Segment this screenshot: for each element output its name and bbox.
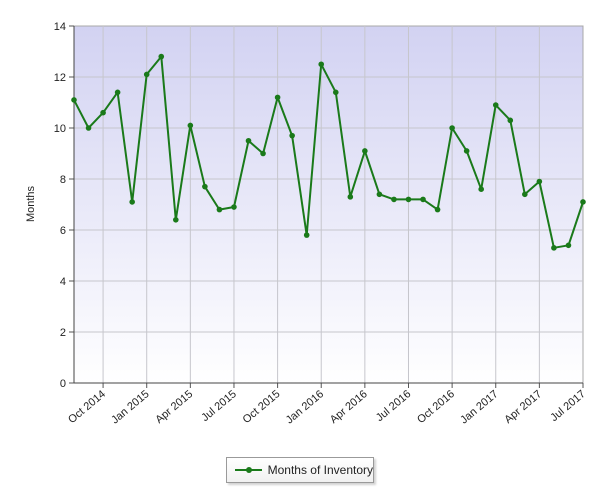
data-point [143, 71, 150, 78]
data-point [434, 206, 441, 213]
legend-label: Months of Inventory [267, 463, 373, 477]
data-point [260, 150, 266, 157]
data-point [289, 132, 295, 139]
data-point [391, 196, 397, 203]
data-point [492, 102, 499, 108]
data-point [507, 117, 514, 124]
data-point [522, 191, 528, 198]
data-point [245, 137, 252, 144]
data-point [347, 194, 354, 200]
data-point [158, 53, 165, 60]
y-tick-label: 14 [54, 21, 66, 33]
y-axis-label: Months [25, 185, 37, 222]
x-tick-label: Apr 2016 [328, 388, 370, 426]
x-tick-label: Jan 2016 [284, 388, 326, 426]
y-tick-label: 2 [60, 327, 66, 339]
data-point [478, 186, 485, 192]
data-point [449, 125, 455, 131]
x-tick-label: Apr 2017 [502, 388, 544, 426]
data-point [202, 183, 208, 190]
data-point [362, 148, 368, 154]
y-tick-label: 10 [54, 123, 66, 135]
data-point [85, 125, 92, 131]
x-tick-label: Jul 2017 [548, 388, 588, 424]
data-point [565, 242, 572, 249]
legend-swatch [235, 464, 262, 476]
data-point [463, 148, 470, 154]
data-point [216, 206, 223, 213]
x-tick-label: Jan 2017 [458, 388, 500, 426]
y-tick-label: 6 [60, 225, 66, 237]
data-point [420, 196, 426, 203]
data-point [551, 245, 557, 251]
data-point [114, 89, 121, 96]
x-tick-label: Apr 2015 [153, 388, 195, 426]
data-point [187, 122, 194, 129]
y-tick-label: 0 [60, 378, 66, 390]
data-point [536, 178, 543, 185]
data-point [173, 217, 179, 223]
y-tick-labels: 0 2 4 6 8 10 12 14 [54, 21, 66, 390]
series-months-of-inventory [71, 53, 586, 251]
data-point [405, 196, 412, 203]
x-tick-label: Jul 2016 [374, 388, 414, 424]
x-tick-label: Oct 2016 [415, 388, 457, 426]
data-point [318, 61, 325, 68]
x-tick-label: Jan 2015 [109, 388, 151, 426]
data-point [332, 89, 339, 96]
data-point [274, 94, 281, 101]
legend: Months of Inventory [226, 457, 374, 483]
data-point [303, 232, 310, 238]
series-line [73, 55, 584, 249]
y-tick-label: 8 [60, 174, 66, 186]
data-point [580, 199, 586, 205]
data-point [376, 191, 383, 198]
plot-area [73, 25, 584, 384]
x-tick-label: Jul 2015 [199, 388, 239, 424]
y-tick-label: 4 [60, 276, 66, 288]
data-point [129, 199, 135, 205]
data-point [231, 204, 237, 210]
x-tick-label: Oct 2015 [241, 388, 283, 426]
x-tick-label: Oct 2014 [66, 388, 108, 426]
data-point [71, 97, 77, 103]
x-tick-labels: Oct 2014 Jan 2015 Apr 2015 Jul 2015 Oct 2015… [66, 388, 588, 426]
data-point [100, 109, 106, 116]
axes [69, 25, 584, 388]
y-tick-label: 12 [54, 72, 66, 84]
